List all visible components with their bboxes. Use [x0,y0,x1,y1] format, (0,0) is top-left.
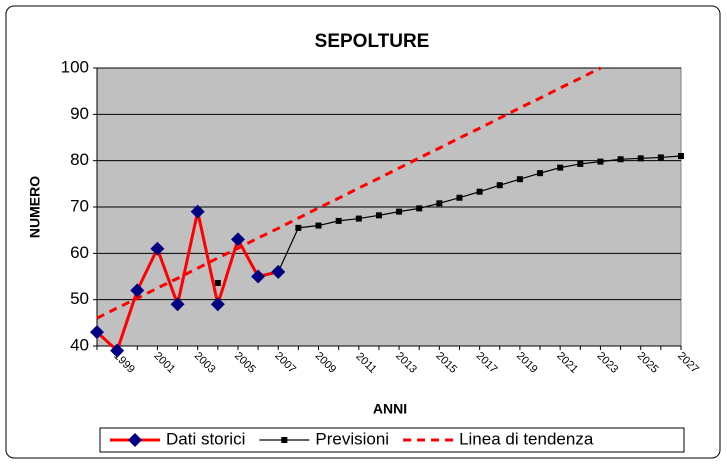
marker [537,170,544,177]
y-tick-label: 40 [70,335,89,354]
legend-marker [128,433,142,447]
marker [130,283,145,298]
y-tick-label: 90 [70,104,89,123]
marker [271,264,286,279]
marker [597,158,604,165]
marker [375,212,382,219]
y-tick-label: 100 [61,57,89,76]
marker [110,343,125,358]
marker [315,222,322,229]
legend-marker [281,437,288,443]
marker [436,200,443,207]
marker [617,156,624,163]
marker [637,155,644,162]
marker [456,194,463,201]
marker [396,208,403,215]
marker [214,279,221,286]
marker [230,232,245,247]
marker [416,205,423,212]
marker [678,153,684,160]
marker [170,297,185,312]
y-tick-label: 70 [70,196,89,215]
y-tick-label: 60 [70,243,89,262]
legend-label: Previsioni [315,429,389,448]
marker [210,297,225,312]
marker [496,182,503,189]
y-tick-label: 80 [70,150,89,169]
legend-label: Linea di tendenza [459,429,594,448]
legend-label: Dati storici [166,429,245,448]
series-line [95,211,279,354]
y-tick-label: 50 [70,289,89,308]
marker [90,325,104,340]
x-axis-label: ANNI [373,401,407,417]
y-axis-label: NUMERO [27,176,43,238]
marker [251,269,266,284]
marker [295,224,302,231]
marker [516,176,523,183]
marker [577,160,584,167]
marker [476,188,483,195]
marker [657,154,664,161]
legend-box [99,427,685,453]
marker [355,215,362,222]
series-line [96,66,602,320]
marker [335,217,342,224]
marker [557,164,564,171]
chart-title: SEPOLTURE [315,31,430,52]
marker [150,241,165,256]
marker [190,204,205,219]
